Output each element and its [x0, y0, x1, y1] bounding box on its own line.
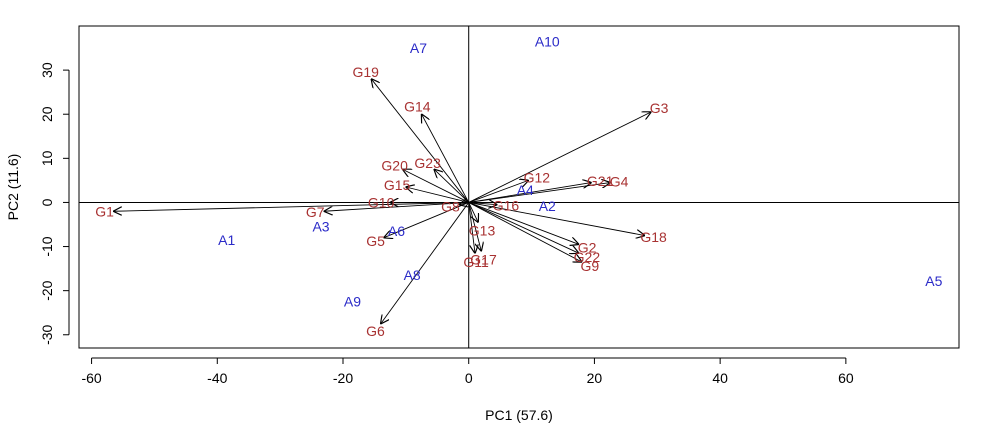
x-tick-label: -40	[207, 370, 227, 386]
y-axis: -30 -20 -10 0 10 20 30	[39, 62, 70, 345]
y-tick-label: -20	[39, 280, 55, 300]
plot-frame	[78, 25, 960, 349]
observation-label-a4: A4	[517, 182, 534, 198]
variable-label-g3: G3	[650, 100, 669, 116]
arrow-g3	[468, 112, 651, 203]
variable-label-g10: G10	[368, 194, 395, 210]
variable-label-g1: G1	[95, 203, 114, 219]
arrow-g22	[468, 202, 579, 253]
arrow-g19	[371, 79, 470, 203]
arrow-g14	[422, 114, 470, 203]
observation-label-a8: A8	[404, 267, 421, 283]
arrow-g6	[381, 202, 470, 323]
y-tick-label: 10	[39, 150, 55, 166]
variable-label-g12: G12	[524, 169, 551, 185]
y-tick-label: -30	[39, 324, 55, 344]
observation-label-a1: A1	[218, 232, 235, 248]
variable-label-g18: G18	[640, 229, 667, 245]
variable-label-g8: G8	[441, 199, 460, 215]
variable-label-g9: G9	[580, 258, 599, 274]
variable-labels: G1 G2 G3 G4 G5 G6 G7 G8 G9 G10 G11 G12 G13 G14 G15 G16 G…	[95, 64, 668, 339]
y-tick-label: 0	[39, 198, 55, 206]
observation-label-a5: A5	[925, 273, 942, 289]
variable-label-g4: G4	[610, 173, 629, 189]
arrow-g15	[406, 187, 469, 203]
arrow-g9	[468, 202, 582, 262]
variable-label-g17: G17	[470, 252, 497, 268]
arrow-g11	[468, 202, 475, 253]
variable-label-g11: G11	[463, 254, 489, 270]
variable-label-g20: G20	[381, 157, 408, 173]
x-tick-label: -60	[81, 370, 101, 386]
arrow-g23	[434, 169, 470, 203]
arrow-g12	[468, 180, 529, 203]
arrow-g2	[468, 202, 579, 244]
y-tick-label: 30	[39, 62, 55, 78]
arrow-g20	[403, 169, 469, 203]
observation-labels: A1 A2 A3 A4 A5 A6 A7 A8 A9 A10	[218, 33, 942, 309]
variable-label-g7: G7	[306, 204, 325, 220]
arrow-g13	[468, 202, 478, 222]
arrow-g16	[468, 202, 497, 204]
observation-label-a2: A2	[539, 198, 556, 214]
observation-label-a9: A9	[344, 294, 361, 310]
variable-label-g2: G2	[578, 240, 597, 256]
x-tick-label: 0	[465, 370, 473, 386]
x-tick-label: 20	[587, 370, 603, 386]
arrow-g1	[114, 201, 469, 211]
observation-label-a6: A6	[388, 223, 405, 239]
observation-label-a3: A3	[312, 219, 329, 235]
variable-label-g13: G13	[469, 222, 496, 238]
x-axis-title: PC1 (57.6)	[485, 407, 553, 423]
variable-label-g6: G6	[366, 323, 385, 339]
variable-arrows	[114, 79, 651, 324]
observation-label-a10: A10	[535, 33, 560, 49]
arrow-g18	[468, 201, 645, 235]
y-tick-label: 20	[39, 106, 55, 122]
y-axis-title: PC2 (11.6)	[5, 154, 21, 221]
variable-label-g15: G15	[384, 177, 411, 193]
y-tick-label: -10	[39, 236, 55, 256]
x-tick-label: -20	[333, 370, 353, 386]
observation-label-a7: A7	[410, 40, 427, 56]
variable-label-g14: G14	[404, 98, 431, 114]
variable-label-g5: G5	[366, 233, 385, 249]
x-axis: -60 -40 -20 0 20 40 60	[81, 357, 854, 386]
arrow-g17	[468, 202, 482, 251]
variable-label-g23: G23	[414, 155, 441, 171]
variable-label-g19: G19	[352, 64, 379, 80]
arrow-g5	[384, 202, 469, 237]
variable-label-g21: G21	[587, 173, 614, 189]
variable-label-g16: G16	[493, 197, 520, 213]
x-tick-label: 40	[712, 370, 728, 386]
arrow-g21	[468, 183, 592, 203]
variable-label-g22: G22	[574, 249, 601, 265]
x-tick-label: 60	[838, 370, 854, 386]
